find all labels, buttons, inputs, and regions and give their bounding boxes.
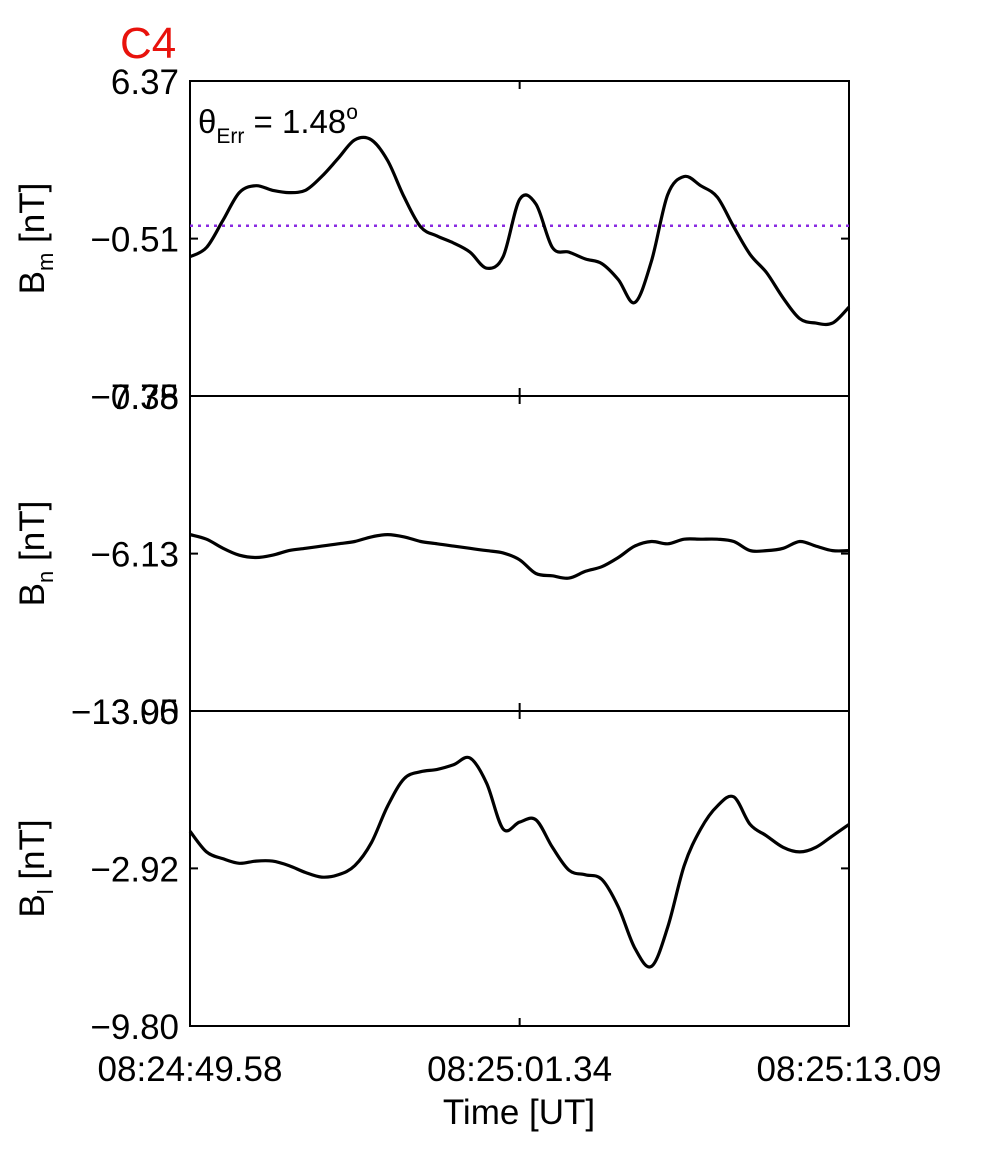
panel-1: 6.37 −0.51 −7.38 Bm [nT]: [13, 63, 851, 417]
y-axis-label-main: B: [13, 583, 52, 606]
y-axis-label-sub: n: [33, 571, 58, 583]
panels: 6.37 −0.51 −7.38 Bm [nT] 0.75 −6.13 −13.00 Bn […: [13, 63, 941, 1089]
theta-symbol: θ: [198, 103, 216, 140]
y-tick-label: −7.38: [90, 378, 179, 417]
y-tick-label: 0.75: [111, 378, 179, 417]
panel-frame: [189, 395, 850, 712]
y-axis-label: Bl [nT]: [13, 819, 58, 917]
theta-subscript: Err: [216, 125, 244, 148]
theta-value: = 1.48: [244, 103, 346, 140]
x-tick-label: 08:25:13.09: [757, 1050, 942, 1089]
series-line: [188, 755, 850, 969]
y-tick-label: −2.92: [90, 850, 179, 889]
chart-title: C4: [120, 19, 176, 68]
y-tick-label: −0.51: [90, 221, 179, 260]
y-axis-label-unit: [nT]: [13, 183, 52, 253]
series-line: [189, 533, 850, 580]
y-axis-label-sub: l: [33, 889, 58, 894]
y-axis-label-unit: [nT]: [13, 501, 52, 571]
panel-frame: [189, 710, 850, 1027]
y-tick-label: −9.80: [90, 1008, 179, 1047]
panel-2: 0.75 −6.13 −13.00 Bn [nT]: [13, 378, 850, 732]
y-tick-label: −6.13: [90, 536, 179, 575]
theta-error-annotation: θErr = 1.48o: [198, 101, 358, 148]
y-tick-label: −13.00: [71, 693, 179, 732]
x-axis-label: Time [UT]: [443, 1093, 595, 1132]
x-tick-label: 08:24:49.58: [98, 1050, 283, 1089]
theta-degree: o: [346, 101, 358, 124]
panel-3: 3.95 −2.92 −9.80 Bl [nT]: [13, 693, 850, 1047]
y-axis-label: Bm [nT]: [13, 183, 58, 295]
y-axis-label: Bn [nT]: [13, 501, 58, 607]
series-line: [189, 135, 851, 327]
y-axis-label-unit: [nT]: [13, 819, 52, 889]
y-tick-label: 6.37: [111, 63, 179, 102]
y-tick-label: 3.95: [111, 693, 179, 732]
y-axis-label-main: B: [13, 271, 52, 294]
y-axis-label-sub: m: [33, 253, 58, 271]
y-axis-label-main: B: [13, 894, 52, 917]
x-tick-label: 08:25:01.34: [427, 1050, 612, 1089]
